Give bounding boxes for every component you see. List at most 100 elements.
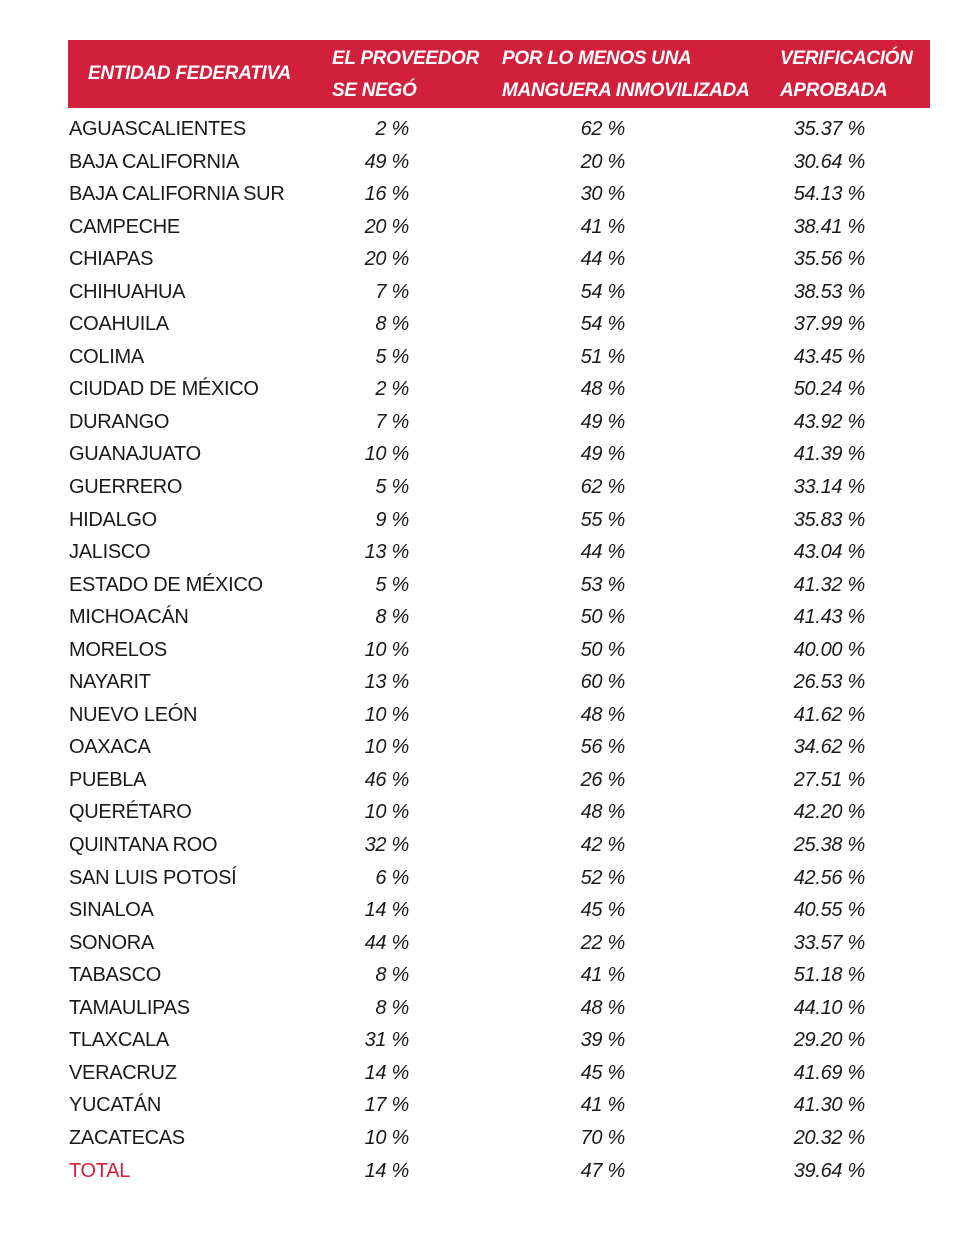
verificacion-value: 51.18 % [794, 959, 865, 992]
manguera-value: 48 % [581, 796, 625, 829]
state-name: TOTAL [69, 1155, 130, 1188]
proveedor-nego-value: 2 % [375, 113, 409, 146]
verificacion-value: 54.13 % [794, 178, 865, 211]
state-name: VERACRUZ [69, 1057, 177, 1090]
table-row: QUERÉTARO 10 % 48 % 42.20 % [68, 796, 930, 829]
table-row: VERACRUZ 14 % 45 % 41.69 % [68, 1057, 930, 1090]
proveedor-nego-value: 5 % [375, 569, 409, 602]
state-name: ESTADO DE MÉXICO [69, 569, 263, 602]
header-verificacion-line2: APROBADA [780, 75, 913, 107]
table-row: TABASCO 8 % 41 % 51.18 % [68, 959, 930, 992]
state-name: NAYARIT [69, 666, 151, 699]
verificacion-value: 43.45 % [794, 341, 865, 374]
state-name: BAJA CALIFORNIA [69, 146, 239, 179]
table-row: SAN LUIS POTOSÍ 6 % 52 % 42.56 % [68, 862, 930, 895]
verificacion-value: 38.41 % [794, 211, 865, 244]
data-table: ENTIDAD FEDERATIVA EL PROVEEDOR SE NEGÓ … [68, 40, 930, 1187]
state-name: COLIMA [69, 341, 144, 374]
manguera-value: 62 % [581, 471, 625, 504]
state-name: BAJA CALIFORNIA SUR [69, 178, 284, 211]
table-row: COLIMA 5 % 51 % 43.45 % [68, 341, 930, 374]
table-row: HIDALGO 9 % 55 % 35.83 % [68, 504, 930, 537]
state-name: AGUASCALIENTES [69, 113, 246, 146]
proveedor-nego-value: 10 % [365, 438, 409, 471]
table-row: OAXACA 10 % 56 % 34.62 % [68, 731, 930, 764]
manguera-value: 45 % [581, 1057, 625, 1090]
header-manguera-line2: MANGUERA INMOVILIZADA [502, 75, 749, 107]
proveedor-nego-value: 16 % [365, 178, 409, 211]
table-row: TLAXCALA 31 % 39 % 29.20 % [68, 1024, 930, 1057]
manguera-value: 41 % [581, 959, 625, 992]
verificacion-value: 43.92 % [794, 406, 865, 439]
table-row: DURANGO 7 % 49 % 43.92 % [68, 406, 930, 439]
state-name: YUCATÁN [69, 1089, 161, 1122]
proveedor-nego-value: 17 % [365, 1089, 409, 1122]
state-name: TABASCO [69, 959, 161, 992]
state-name: CAMPECHE [69, 211, 180, 244]
table-header: ENTIDAD FEDERATIVA EL PROVEEDOR SE NEGÓ … [68, 40, 930, 108]
table-row: MICHOACÁN 8 % 50 % 41.43 % [68, 601, 930, 634]
verificacion-value: 40.00 % [794, 634, 865, 667]
manguera-value: 49 % [581, 438, 625, 471]
table-row: NUEVO LEÓN 10 % 48 % 41.62 % [68, 699, 930, 732]
manguera-value: 22 % [581, 927, 625, 960]
manguera-value: 41 % [581, 1089, 625, 1122]
table-row: COAHUILA 8 % 54 % 37.99 % [68, 308, 930, 341]
verificacion-value: 40.55 % [794, 894, 865, 927]
proveedor-nego-value: 10 % [365, 1122, 409, 1155]
table-row: AGUASCALIENTES 2 % 62 % 35.37 % [68, 113, 930, 146]
table-row: NAYARIT 13 % 60 % 26.53 % [68, 666, 930, 699]
proveedor-nego-value: 7 % [375, 406, 409, 439]
table-body: AGUASCALIENTES 2 % 62 % 35.37 % BAJA CALIFOR… [68, 113, 930, 1187]
verificacion-value: 35.56 % [794, 243, 865, 276]
proveedor-nego-value: 8 % [375, 308, 409, 341]
verificacion-value: 43.04 % [794, 536, 865, 569]
proveedor-nego-value: 8 % [375, 959, 409, 992]
verificacion-value: 42.20 % [794, 796, 865, 829]
state-name: GUERRERO [69, 471, 182, 504]
proveedor-nego-value: 14 % [365, 1057, 409, 1090]
verificacion-value: 35.37 % [794, 113, 865, 146]
manguera-value: 70 % [581, 1122, 625, 1155]
table-row: CHIAPAS 20 % 44 % 35.56 % [68, 243, 930, 276]
manguera-value: 55 % [581, 504, 625, 537]
verificacion-value: 34.62 % [794, 731, 865, 764]
manguera-value: 47 % [581, 1155, 625, 1188]
verificacion-value: 35.83 % [794, 504, 865, 537]
table-row: SONORA 44 % 22 % 33.57 % [68, 927, 930, 960]
proveedor-nego-value: 46 % [365, 764, 409, 797]
proveedor-nego-value: 10 % [365, 634, 409, 667]
manguera-value: 49 % [581, 406, 625, 439]
manguera-value: 53 % [581, 569, 625, 602]
verificacion-value: 41.69 % [794, 1057, 865, 1090]
manguera-value: 26 % [581, 764, 625, 797]
manguera-value: 62 % [581, 113, 625, 146]
verificacion-value: 20.32 % [794, 1122, 865, 1155]
proveedor-nego-value: 32 % [365, 829, 409, 862]
verificacion-value: 33.57 % [794, 927, 865, 960]
proveedor-nego-value: 2 % [375, 373, 409, 406]
verificacion-value: 41.32 % [794, 569, 865, 602]
state-name: COAHUILA [69, 308, 169, 341]
header-verificacion-line1: VERIFICACIÓN [780, 43, 913, 75]
table-row: CIUDAD DE MÉXICO 2 % 48 % 50.24 % [68, 373, 930, 406]
proveedor-nego-value: 5 % [375, 341, 409, 374]
state-name: MICHOACÁN [69, 601, 189, 634]
manguera-value: 60 % [581, 666, 625, 699]
state-name: QUERÉTARO [69, 796, 192, 829]
table-row: TAMAULIPAS 8 % 48 % 44.10 % [68, 992, 930, 1025]
table-row: GUERRERO 5 % 62 % 33.14 % [68, 471, 930, 504]
header-proveedor-nego: EL PROVEEDOR SE NEGÓ [332, 43, 479, 107]
verificacion-value: 33.14 % [794, 471, 865, 504]
table-row: JALISCO 13 % 44 % 43.04 % [68, 536, 930, 569]
manguera-value: 50 % [581, 634, 625, 667]
header-verificacion: VERIFICACIÓN APROBADA [780, 43, 913, 107]
header-manguera: POR LO MENOS UNA MANGUERA INMOVILIZADA [502, 43, 749, 107]
manguera-value: 41 % [581, 211, 625, 244]
proveedor-nego-value: 10 % [365, 796, 409, 829]
state-name: GUANAJUATO [69, 438, 201, 471]
manguera-value: 54 % [581, 276, 625, 309]
proveedor-nego-value: 20 % [365, 211, 409, 244]
header-entidad: ENTIDAD FEDERATIVA [88, 58, 291, 90]
state-name: TLAXCALA [69, 1024, 169, 1057]
